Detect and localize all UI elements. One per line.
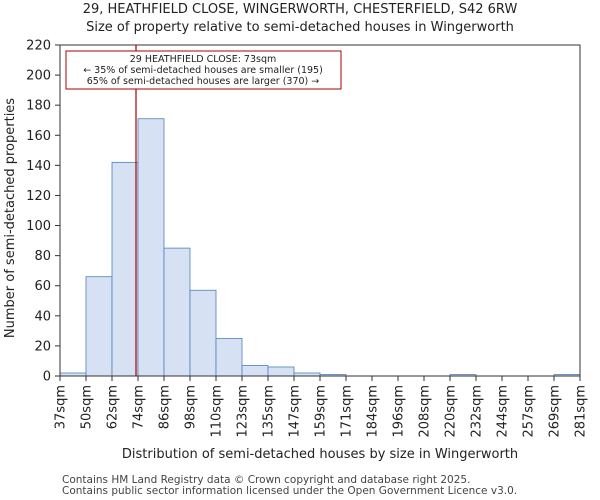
- y-tick-label: 0: [43, 370, 51, 385]
- x-tick-label: 171sqm: [340, 385, 355, 438]
- y-tick-label: 40: [34, 309, 51, 324]
- y-tick-label: 60: [34, 279, 51, 294]
- bar: [163, 247, 191, 377]
- x-tick-label: 244sqm: [496, 385, 511, 438]
- x-tick-label: 98sqm: [184, 385, 199, 429]
- x-tick-label: 50sqm: [80, 385, 95, 429]
- chart-subtitle: Size of property relative to semi-detach…: [86, 20, 514, 35]
- x-tick-label: 184sqm: [366, 385, 381, 438]
- x-tick-label: 62sqm: [106, 385, 121, 429]
- y-tick-label: 20: [34, 339, 51, 354]
- y-tick-label: 80: [34, 249, 51, 264]
- chart-title: 29, HEATHFIELD CLOSE, WINGERWORTH, CHEST…: [82, 2, 518, 17]
- x-tick-label: 37sqm: [54, 385, 69, 429]
- x-tick-label: 257sqm: [522, 385, 537, 438]
- bar: [267, 366, 295, 377]
- x-tick-label: 74sqm: [132, 385, 147, 429]
- footer-line-1: Contains HM Land Registry data © Crown c…: [62, 474, 471, 486]
- x-axis-label: Distribution of semi-detached houses by …: [122, 447, 518, 462]
- x-tick-label: 281sqm: [574, 385, 589, 438]
- x-tick-label: 159sqm: [314, 385, 329, 438]
- plot-frame: [59, 44, 581, 377]
- x-tick-label: 208sqm: [418, 385, 433, 438]
- x-tick-label: 123sqm: [236, 385, 251, 438]
- y-tick-label: 160: [26, 129, 51, 144]
- bars: [59, 118, 581, 377]
- annotation-larger: 65% of semi-detached houses are larger (…: [87, 76, 320, 87]
- x-tick-label: 220sqm: [444, 385, 459, 438]
- y-tick-label: 140: [26, 159, 51, 174]
- annotation-box: [65, 50, 342, 90]
- y-tick-label: 180: [26, 99, 51, 114]
- bar: [189, 289, 217, 377]
- x-tick-label: 147sqm: [288, 385, 303, 438]
- x-tick-label: 110sqm: [210, 385, 225, 438]
- footer-line-2: Contains public sector information licen…: [62, 485, 518, 497]
- y-tick-label: 120: [26, 189, 51, 204]
- bar: [241, 365, 269, 377]
- x-tick-label: 135sqm: [262, 385, 277, 438]
- x-tick-label: 196sqm: [392, 385, 407, 438]
- y-tick-label: 200: [26, 69, 51, 84]
- y-axis-ticks: 0 20 40 60 80 100 120 140 160 180 200 220: [26, 39, 60, 385]
- bar: [215, 337, 243, 377]
- y-axis-label: Number of semi-detached properties: [3, 98, 18, 338]
- bar: [85, 276, 113, 377]
- annotation-label: 29 HEATHFIELD CLOSE: 73sqm: [130, 54, 277, 65]
- x-tick-label: 232sqm: [470, 385, 485, 438]
- bar: [111, 161, 139, 377]
- y-tick-label: 220: [26, 39, 51, 54]
- bar: [137, 118, 165, 377]
- x-tick-label: 269sqm: [548, 385, 563, 438]
- y-tick-label: 100: [26, 219, 51, 234]
- x-tick-label: 86sqm: [158, 385, 173, 429]
- x-axis-ticks: 37sqm 50sqm 62sqm 74sqm 86sqm 98sqm 110sqm 123s…: [54, 376, 589, 438]
- marker-annotation: 29 HEATHFIELD CLOSE: 73sqm ← 35% of semi…: [65, 50, 342, 90]
- annotation-smaller: ← 35% of semi-detached houses are smalle…: [83, 65, 323, 76]
